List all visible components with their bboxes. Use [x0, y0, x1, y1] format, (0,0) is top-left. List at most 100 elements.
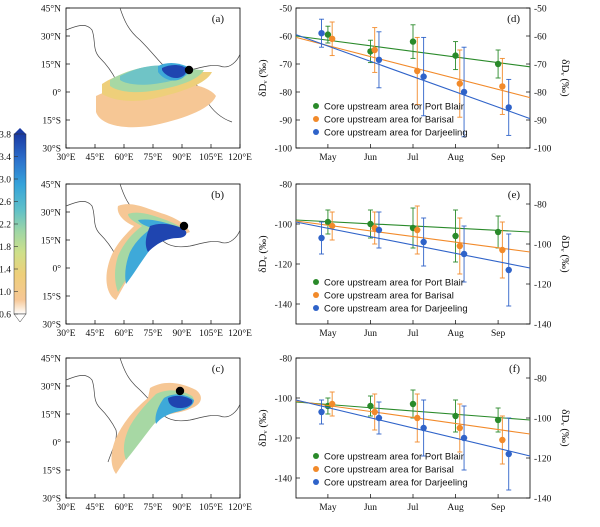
map-panel-b: (b) — [65, 183, 241, 325]
chart-panel-e: -140 -120 -100 -80 -140 -120 -100 -80 May Jun Jul A… — [257, 181, 571, 340]
data-point-barisal — [371, 408, 378, 416]
data-point-port_blair — [494, 60, 502, 68]
y-tick-label: -140 — [275, 301, 293, 311]
chart-panel-f: -140 -120 -100 -80 -140 -120 -100 -80 May Jun Jul A… — [257, 355, 571, 514]
right-y-tick-label: -100 — [534, 145, 552, 155]
x-tick-label: Sep — [491, 153, 506, 163]
data-point-port_blair — [324, 31, 332, 38]
map-lat-tick-label: 0° — [52, 438, 61, 449]
right-y-tick-label: -80 — [534, 375, 547, 385]
colorbar: 3.8 3.4 3.0 2.6 2.2 1.8 1.4 1.0 0.6 — [0, 128, 27, 323]
y-tick-label: -90 — [279, 117, 292, 127]
map-lat-tick-label: 30°S — [42, 320, 61, 331]
data-point-darjeeling — [505, 266, 512, 274]
y-tick-label: -120 — [275, 261, 293, 271]
right-y-tick-label: -70 — [534, 61, 547, 71]
right-y-axis-label: δDᵥ (‰) — [559, 235, 571, 273]
x-tick-label: Aug — [447, 503, 464, 513]
map-lat-tick-label: 15°S — [42, 292, 61, 303]
legend-label-port_blair: Core upstream area for Port Blair — [324, 451, 464, 462]
y-tick-label: -70 — [279, 61, 292, 71]
x-tick-label: May — [319, 329, 337, 339]
map-panel-c: (c) — [65, 357, 241, 499]
data-point-darjeeling — [318, 234, 325, 242]
data-point-barisal — [414, 414, 421, 422]
right-y-tick-label: -140 — [534, 495, 552, 505]
data-point-darjeeling — [460, 250, 468, 258]
right-y-axis-label: δDᵥ (‰) — [559, 409, 571, 447]
legend-label-darjeeling: Core upstream area for Darjeeling — [324, 303, 468, 314]
y-tick-label: -80 — [279, 181, 292, 191]
map-lon-tick-label: 75°E — [143, 152, 162, 163]
data-point-barisal — [499, 246, 506, 254]
data-point-barisal — [414, 67, 421, 75]
charts: -100 -90 -80 -70 -60 -50 -100 -90 -80 -70 -60 -50 Ma… — [257, 5, 571, 514]
data-point-barisal — [456, 80, 463, 87]
legend-marker-barisal — [313, 292, 319, 298]
data-point-barisal — [328, 400, 336, 408]
map-lat-tick-label: 30°S — [42, 144, 61, 155]
data-point-port_blair — [324, 218, 332, 226]
data-point-barisal — [328, 35, 336, 42]
legend-marker-barisal — [313, 466, 319, 472]
x-tick-label: May — [319, 503, 337, 513]
right-y-tick-label: -80 — [534, 89, 547, 99]
legend-label-barisal: Core upstream area for Barisal — [324, 464, 454, 475]
map-lon-tick-label: 90°E — [172, 502, 191, 513]
data-point-darjeeling — [460, 88, 468, 96]
x-tick-label: Sep — [491, 329, 506, 339]
trend-line-barisal — [295, 36, 531, 99]
map-lat-tick-label: 30°N — [41, 208, 61, 219]
map-lat-tick-label: 0° — [52, 264, 61, 275]
y-axis-label: δDᵥ (‰) — [257, 59, 269, 97]
map-lon-tick-label: 75°E — [143, 328, 162, 339]
chart-panel-label: (f) — [509, 363, 520, 375]
map-lon-tick-label: 105°E — [199, 328, 223, 339]
data-point-port_blair — [494, 416, 502, 424]
data-point-darjeeling — [375, 414, 383, 422]
right-y-tick-label: -100 — [534, 241, 552, 251]
right-y-tick-label: -80 — [534, 201, 547, 211]
legend-label-barisal: Core upstream area for Barisal — [324, 114, 454, 125]
legend-marker-port_blair — [313, 103, 319, 109]
trend-line-darjeeling — [295, 221, 531, 269]
chart-panel-label: (d) — [507, 13, 520, 25]
x-tick-label: Jul — [407, 153, 418, 163]
legend-marker-port_blair — [313, 453, 319, 459]
data-point-barisal — [499, 436, 506, 444]
data-point-darjeeling — [375, 56, 383, 63]
map-b-panel-label: (b) — [211, 189, 224, 201]
right-y-tick-label: -120 — [534, 281, 552, 291]
chart-panel-label: (e) — [508, 189, 521, 201]
x-tick-label: Aug — [447, 329, 464, 339]
data-point-port_blair — [452, 412, 459, 420]
map-lat-tick-label: 30°N — [41, 32, 61, 43]
map-lon-tick-label: 30°E — [56, 328, 75, 339]
data-point-port_blair — [494, 228, 502, 236]
colorbar-label: 2.6 — [0, 198, 11, 208]
right-y-axis-label: δDᵥ (‰) — [559, 59, 571, 97]
data-point-port_blair — [452, 52, 459, 59]
map-lon-tick-label: 75°E — [143, 502, 162, 513]
data-point-darjeeling — [420, 73, 427, 80]
data-point-barisal — [414, 226, 421, 234]
colorbar-label: 3.4 — [0, 153, 11, 163]
y-tick-label: -100 — [275, 221, 293, 231]
map-lat-tick-label: 45°N — [41, 180, 61, 191]
legend-label-port_blair: Core upstream area for Port Blair — [324, 277, 464, 288]
trend-line-darjeeling — [295, 34, 531, 120]
data-point-port_blair — [367, 402, 374, 410]
colorbar-label: 0.6 — [0, 311, 11, 321]
map-lon-tick-label: 120°E — [228, 328, 252, 339]
map-panel-a: (a) — [65, 7, 241, 149]
map-lon-tick-label: 105°E — [199, 502, 223, 513]
map-lat-tick-label: 30°S — [42, 494, 61, 505]
legend-marker-darjeeling — [313, 479, 319, 485]
y-tick-label: -100 — [275, 145, 293, 155]
legend-marker-darjeeling — [313, 305, 319, 311]
legend-label-port_blair: Core upstream area for Port Blair — [324, 101, 464, 112]
right-y-tick-label: -50 — [534, 5, 547, 15]
map-lat-tick-label: 30°N — [41, 382, 61, 393]
map-lon-tick-label: 30°E — [56, 152, 75, 163]
